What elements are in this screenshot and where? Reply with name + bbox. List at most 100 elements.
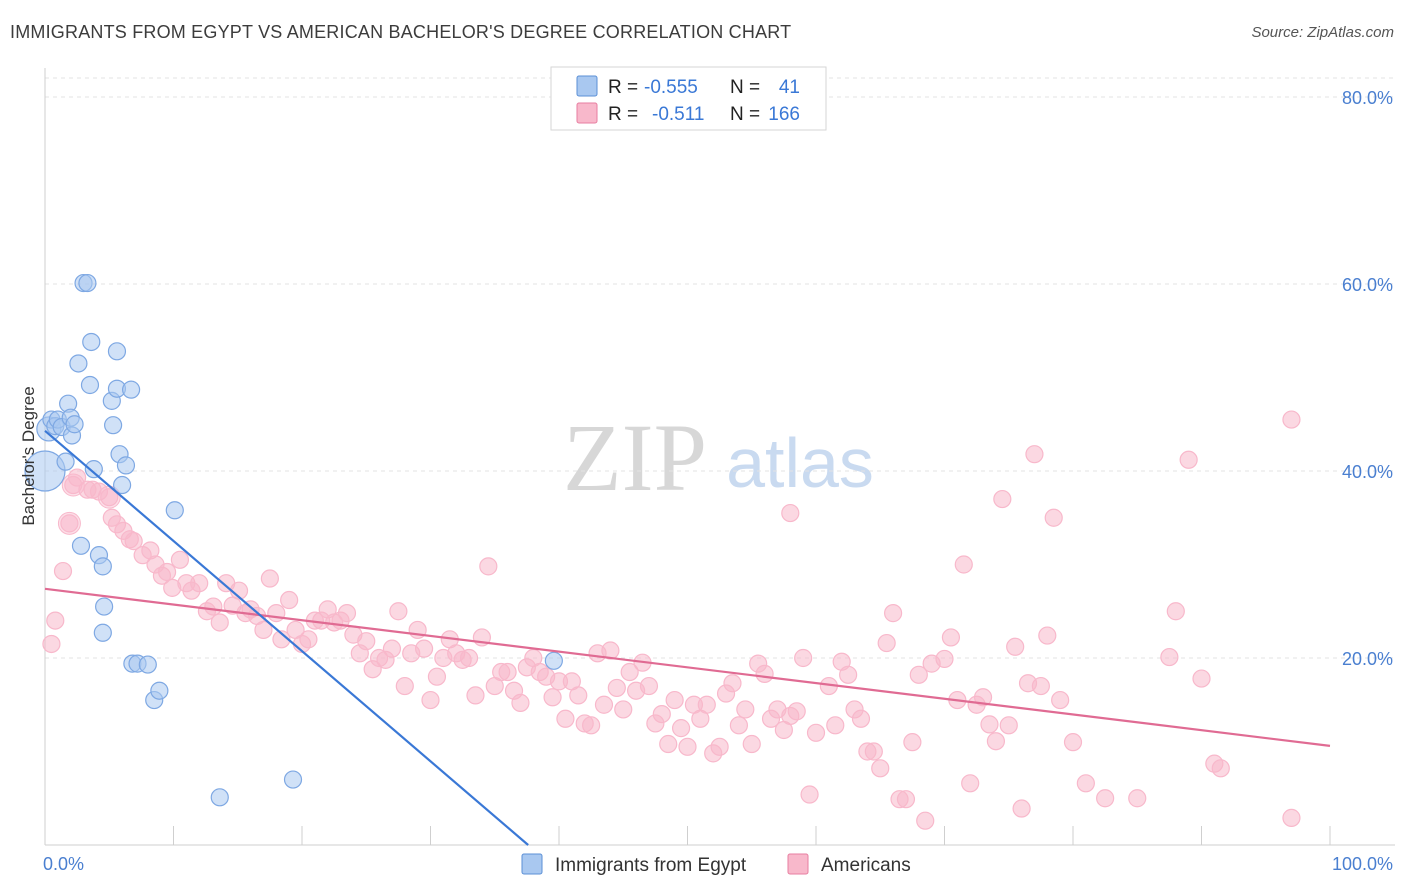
watermark-zip: ZIP bbox=[563, 404, 707, 511]
americans-point bbox=[729, 716, 749, 735]
americans-point bbox=[980, 715, 999, 734]
americans-point bbox=[395, 676, 414, 696]
americans-point-large bbox=[61, 473, 85, 497]
americans-point bbox=[190, 574, 209, 593]
egypt-point bbox=[93, 623, 112, 642]
americans-point bbox=[697, 695, 716, 714]
americans-point bbox=[1128, 789, 1147, 808]
americans-point bbox=[800, 785, 819, 804]
americans-points bbox=[42, 410, 1301, 830]
egypt-point bbox=[210, 788, 229, 807]
americans-point bbox=[427, 667, 447, 686]
americans-point bbox=[961, 774, 980, 793]
americans-point bbox=[299, 630, 318, 649]
americans-point bbox=[787, 702, 806, 721]
egypt-point bbox=[65, 415, 84, 434]
americans-point bbox=[1160, 647, 1179, 667]
americans-point bbox=[1192, 669, 1211, 688]
americans-point bbox=[556, 709, 575, 728]
americans-point bbox=[710, 737, 729, 756]
egypt-point bbox=[80, 375, 100, 395]
legend-n-value-egypt: 41 bbox=[779, 77, 800, 98]
americans-point bbox=[204, 597, 223, 616]
americans-point bbox=[53, 561, 73, 581]
americans-point bbox=[1282, 808, 1301, 827]
americans-point bbox=[877, 633, 896, 653]
legend-swatch-americans bbox=[576, 102, 598, 124]
americans-point bbox=[1006, 637, 1025, 656]
egypt-point bbox=[78, 273, 97, 293]
americans-point bbox=[1051, 690, 1070, 710]
top-legend: R = -0.555 N = 41 R = -0.511 N = 166 bbox=[550, 66, 827, 131]
americans-point bbox=[210, 613, 229, 632]
americans-point bbox=[781, 503, 800, 523]
y-tick-label: 60.0% bbox=[1342, 275, 1393, 295]
tick-labels: 20.0% 40.0% 60.0% 80.0% 0.0% 100.0% bbox=[43, 88, 1393, 874]
americans-point bbox=[903, 733, 922, 752]
americans-point bbox=[993, 489, 1012, 509]
legend-n-label-egypt: N = bbox=[730, 77, 760, 98]
americans-point bbox=[935, 649, 954, 669]
watermark-atlas: atlas bbox=[726, 424, 874, 502]
americans-point bbox=[723, 674, 742, 693]
americans-point bbox=[1179, 450, 1198, 469]
egypt-point bbox=[84, 460, 103, 479]
x-tick-label: 0.0% bbox=[43, 854, 84, 874]
americans-point bbox=[973, 688, 993, 707]
egypt-point bbox=[104, 416, 123, 435]
americans-point bbox=[582, 716, 601, 735]
americans-point bbox=[466, 686, 485, 705]
americans-point bbox=[794, 648, 813, 668]
americans-point bbox=[607, 678, 626, 698]
americans-point bbox=[498, 662, 517, 682]
americans-point bbox=[1012, 799, 1031, 818]
americans-point bbox=[357, 632, 376, 651]
americans-point bbox=[909, 665, 928, 684]
legend-r-label-egypt: R = bbox=[608, 77, 638, 98]
americans-point bbox=[864, 742, 883, 761]
americans-point bbox=[124, 532, 143, 551]
americans-point bbox=[614, 700, 633, 719]
americans-point bbox=[170, 550, 190, 569]
americans-point bbox=[639, 676, 659, 696]
americans-point bbox=[671, 719, 691, 738]
y-tick-label: 20.0% bbox=[1342, 649, 1393, 669]
americans-point bbox=[678, 737, 697, 756]
egypt-point bbox=[283, 770, 303, 789]
americans-point bbox=[594, 695, 614, 714]
egypt-point bbox=[150, 681, 169, 700]
americans-point bbox=[569, 686, 588, 705]
americans-point bbox=[459, 648, 479, 668]
egypt-point bbox=[112, 475, 132, 495]
americans-point bbox=[100, 488, 119, 507]
egypt-point bbox=[69, 354, 88, 373]
americans-point bbox=[620, 662, 639, 682]
americans-point bbox=[1063, 733, 1083, 752]
bottom-legend: Immigrants from Egypt Americans bbox=[521, 853, 911, 876]
americans-point bbox=[954, 555, 973, 574]
americans-point bbox=[851, 709, 871, 728]
axes bbox=[44, 68, 1395, 846]
legend-r-label-americans: R = bbox=[608, 104, 638, 125]
egypt-point bbox=[107, 342, 127, 361]
americans-point bbox=[46, 611, 65, 630]
americans-point bbox=[806, 723, 826, 742]
legend-n-value-americans: 166 bbox=[768, 104, 800, 125]
egypt-point bbox=[544, 651, 563, 670]
egypt-point bbox=[24, 450, 66, 492]
legend-r-value-egypt: -0.555 bbox=[644, 77, 698, 98]
legend-r-value-americans: -0.511 bbox=[652, 104, 704, 125]
americans-point bbox=[421, 690, 440, 710]
americans-point bbox=[1076, 774, 1095, 793]
americans-point bbox=[479, 557, 498, 576]
americans-point bbox=[871, 759, 890, 778]
americans-point bbox=[1166, 602, 1185, 621]
egypt-point bbox=[56, 452, 75, 471]
americans-point bbox=[272, 630, 291, 649]
americans-point bbox=[260, 569, 279, 588]
americans-point bbox=[157, 562, 177, 582]
americans-point bbox=[896, 790, 916, 809]
americans-point bbox=[1044, 508, 1063, 527]
trendlines bbox=[44, 429, 1331, 846]
